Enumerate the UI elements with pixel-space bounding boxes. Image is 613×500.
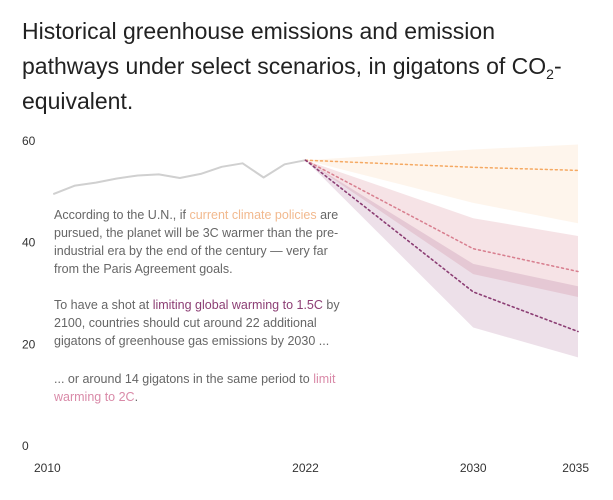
- x-tick-label: 2030: [460, 461, 487, 475]
- y-tick-label: 20: [22, 337, 36, 351]
- line-limiting-global-warming-to-1-5c: [304, 159, 579, 333]
- x-tick-label: 2010: [34, 461, 61, 475]
- highlight-current-policies: current climate policies: [189, 208, 317, 222]
- annotation-2c: ... or around 14 gigatons in the same pe…: [54, 372, 336, 404]
- annotation-1-5c: To have a shot at limiting global warmin…: [54, 298, 340, 348]
- title-subscript: 2: [546, 66, 554, 82]
- line-historical: [53, 159, 307, 195]
- band-limiting-global-warming-to-1-5c: [305, 160, 578, 358]
- x-tick-label: 2035: [562, 461, 589, 475]
- title-main: Historical greenhouse emissions and emis…: [22, 18, 547, 79]
- title-tail: -equivalent.: [22, 53, 562, 114]
- annotation-current-policies: According to the U.N., if current climat…: [54, 208, 339, 276]
- series-lines: [53, 159, 579, 333]
- y-tick-label: 40: [22, 236, 36, 250]
- band-current-climate-policies: [305, 144, 578, 224]
- chart-title: Historical greenhouse emissions and emis…: [22, 14, 582, 119]
- y-tick-label: 60: [22, 134, 36, 148]
- x-tick-label: 2022: [292, 461, 319, 475]
- line-current-climate-policies: [304, 159, 579, 172]
- highlight-2c: limit warming to 2C: [54, 372, 336, 404]
- highlight-1-5c: limiting global warming to 1.5C: [152, 298, 323, 312]
- line-limit-warming-to-2c: [304, 159, 579, 273]
- scenario-bands: [305, 144, 578, 358]
- y-tick-label: 0: [22, 439, 29, 453]
- band-limit-warming-to-2c: [305, 160, 578, 297]
- axis-ticks: 0 20 40 60 2010 2022 2030 2035: [22, 134, 589, 475]
